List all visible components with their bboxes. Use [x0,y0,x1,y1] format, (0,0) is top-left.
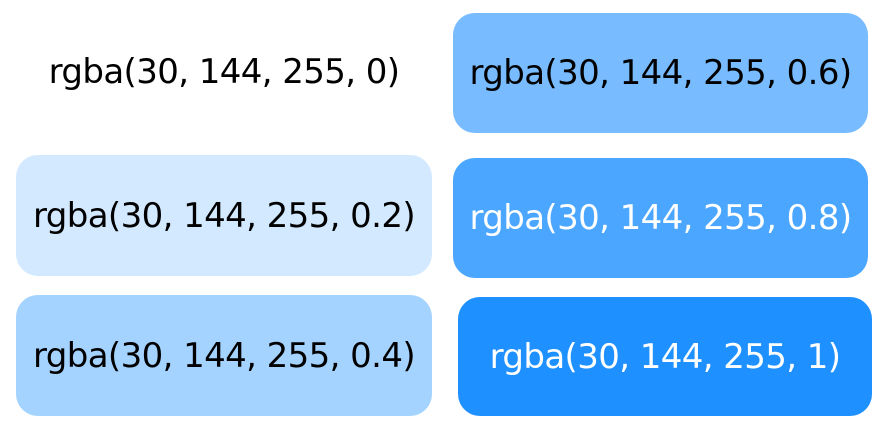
swatch-alpha-0-2: rgba(30, 144, 255, 0.2) [16,155,432,276]
swatch-label: rgba(30, 144, 255, 0.2) [32,195,416,236]
swatch-label: rgba(30, 144, 255, 0) [48,52,400,92]
swatch-alpha-0: rgba(30, 144, 255, 0) [16,12,432,132]
swatch-label: rgba(30, 144, 255, 1) [489,336,841,377]
swatch-alpha-1: rgba(30, 144, 255, 1) [458,297,872,416]
swatch-alpha-0-6: rgba(30, 144, 255, 0.6) [453,13,868,133]
swatch-label: rgba(30, 144, 255, 0.4) [32,335,416,376]
swatch-alpha-0-4: rgba(30, 144, 255, 0.4) [16,295,432,416]
swatch-alpha-0-8: rgba(30, 144, 255, 0.8) [453,158,868,278]
swatch-label: rgba(30, 144, 255, 0.8) [469,198,852,238]
swatch-label: rgba(30, 144, 255, 0.6) [469,53,852,93]
